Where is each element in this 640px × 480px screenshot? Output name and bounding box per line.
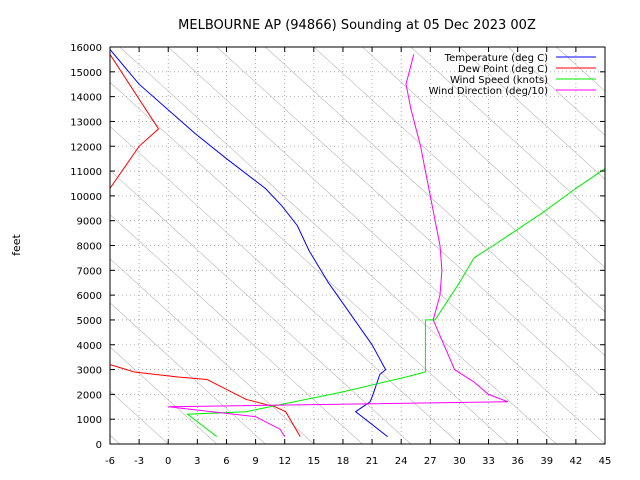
isotherm-line <box>410 47 605 224</box>
isotherm-line <box>507 47 605 136</box>
y-tick-label: 9000 <box>77 217 102 228</box>
y-tick-label: 3000 <box>77 366 102 377</box>
y-tick-label: 7000 <box>77 266 102 277</box>
y-tick-label: 2000 <box>77 390 102 401</box>
series-line-3 <box>168 54 509 437</box>
x-tick-label: 9 <box>252 456 258 467</box>
x-tick-label: 6 <box>223 456 229 467</box>
series-line-2 <box>186 168 605 437</box>
y-tick-label: 10000 <box>70 192 102 203</box>
x-tick-label: 12 <box>278 456 291 467</box>
series-line-1 <box>110 54 301 437</box>
x-tick-label: 24 <box>395 456 408 467</box>
x-tick-label: 45 <box>599 456 612 467</box>
x-tick-label: 30 <box>453 456 466 467</box>
y-tick-label: 14000 <box>70 93 102 104</box>
x-tick-label: -6 <box>105 456 115 467</box>
series-line-0 <box>110 49 388 437</box>
x-tick-label: 3 <box>194 456 200 467</box>
isotherm-line <box>362 47 605 268</box>
legend-label: Wind Direction (deg/10) <box>429 86 549 97</box>
isotherm-line <box>110 81 509 444</box>
legend-label: Wind Speed (knots) <box>450 75 548 86</box>
y-tick-label: 15000 <box>70 68 102 79</box>
isotherm-line <box>216 47 605 401</box>
isotherm-line <box>265 47 605 357</box>
x-tick-label: 18 <box>337 456 350 467</box>
x-tick-label: 33 <box>482 456 495 467</box>
x-tick-label: 39 <box>540 456 553 467</box>
legend-label: Dew Point (deg C) <box>458 64 548 75</box>
isotherm-line <box>168 47 605 444</box>
isotherm-line <box>110 258 315 444</box>
y-tick-label: 11000 <box>70 167 102 178</box>
x-tick-label: 15 <box>307 456 320 467</box>
x-tick-label: 27 <box>424 456 437 467</box>
x-tick-label: 21 <box>366 456 379 467</box>
isotherm-line <box>604 47 605 48</box>
y-tick-label: 12000 <box>70 142 102 153</box>
isotherm-line <box>110 214 363 444</box>
isotherm-line <box>119 47 557 444</box>
chart-title: MELBOURNE AP (94866) Sounding at 05 Dec … <box>178 18 536 33</box>
legend-label: Temperature (deg C) <box>444 53 548 64</box>
grid-lines <box>110 47 605 444</box>
isotherm-line <box>313 47 605 313</box>
y-tick-label: 13000 <box>70 117 102 128</box>
y-tick-label: 8000 <box>77 242 102 253</box>
isotherm-line <box>110 125 460 444</box>
y-tick-label: 0 <box>96 440 102 451</box>
x-tick-label: 0 <box>165 456 171 467</box>
isotherm-line <box>110 302 266 444</box>
axis-ticks: -6 -3 0 3 6 9 12 15 18 21 24 27 30 33 36 39 42 4501000200… <box>70 43 611 467</box>
series-lines <box>110 49 605 437</box>
isotherm-line <box>110 170 412 444</box>
y-tick-label: 6000 <box>77 291 102 302</box>
y-tick-label: 16000 <box>70 43 102 54</box>
x-tick-label: 42 <box>570 456 583 467</box>
y-tick-label: 5000 <box>77 316 102 327</box>
isotherm-line <box>110 346 217 444</box>
legend: Temperature (deg C)Dew Point (deg C)Wind… <box>429 53 596 97</box>
x-tick-label: 36 <box>511 456 524 467</box>
x-tick-label: -3 <box>134 456 144 467</box>
isotherm-line <box>459 47 605 180</box>
y-axis-label: feet <box>10 233 23 255</box>
y-tick-label: 1000 <box>77 415 102 426</box>
y-tick-label: 4000 <box>77 341 102 352</box>
